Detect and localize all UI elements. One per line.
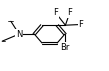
Text: N: N <box>16 30 22 39</box>
Text: Br: Br <box>60 43 70 52</box>
Text: N: N <box>16 30 22 39</box>
Text: F: F <box>78 20 83 29</box>
Text: F: F <box>67 8 72 17</box>
Text: F: F <box>53 8 58 17</box>
